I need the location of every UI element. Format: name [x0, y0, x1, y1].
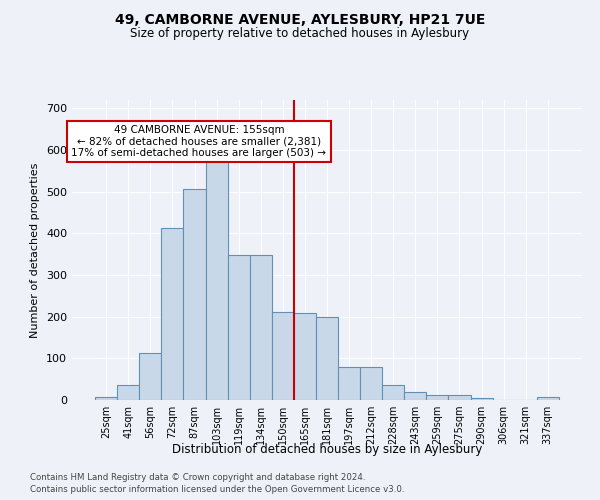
Bar	[382, 386, 404, 400]
Bar	[316, 316, 338, 400]
Bar	[206, 160, 227, 400]
Text: 49 CAMBORNE AVENUE: 155sqm
← 82% of detached houses are smaller (2,381)
17% of s: 49 CAMBORNE AVENUE: 155sqm ← 82% of deta…	[71, 125, 326, 158]
Bar	[338, 366, 360, 400]
Y-axis label: Number of detached properties: Number of detached properties	[31, 162, 40, 338]
Bar	[250, 256, 272, 400]
Bar	[404, 392, 427, 400]
Bar	[294, 312, 316, 400]
Text: Contains public sector information licensed under the Open Government Licence v3: Contains public sector information licen…	[30, 485, 404, 494]
Bar	[117, 386, 139, 400]
Bar	[537, 396, 559, 400]
Bar	[272, 312, 294, 400]
Bar	[184, 188, 206, 400]
Bar	[139, 353, 161, 400]
Text: 49, CAMBORNE AVENUE, AYLESBURY, HP21 7UE: 49, CAMBORNE AVENUE, AYLESBURY, HP21 7UE	[115, 12, 485, 26]
Bar	[95, 396, 117, 400]
Bar	[448, 394, 470, 400]
Bar	[427, 394, 448, 400]
Text: Contains HM Land Registry data © Crown copyright and database right 2024.: Contains HM Land Registry data © Crown c…	[30, 472, 365, 482]
Text: Size of property relative to detached houses in Aylesbury: Size of property relative to detached ho…	[130, 28, 470, 40]
Bar	[227, 256, 250, 400]
Bar	[161, 228, 184, 400]
Bar	[470, 398, 493, 400]
Bar	[360, 366, 382, 400]
Text: Distribution of detached houses by size in Aylesbury: Distribution of detached houses by size …	[172, 442, 482, 456]
